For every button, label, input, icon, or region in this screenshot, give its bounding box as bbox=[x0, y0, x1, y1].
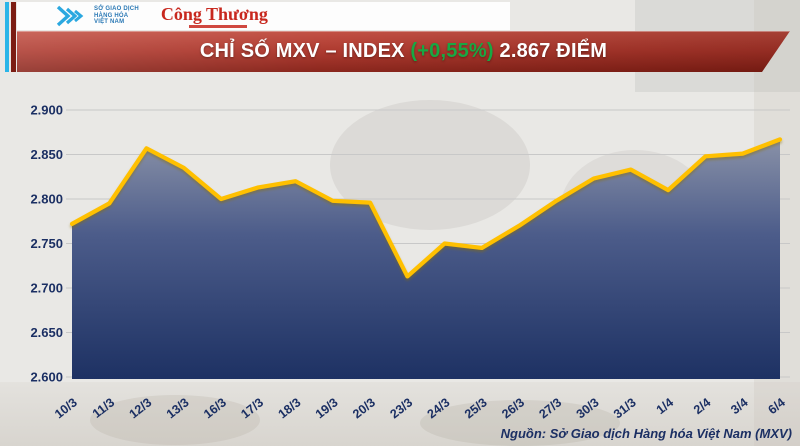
title-main: CHỈ SỐ MXV – INDEX bbox=[199, 40, 405, 62]
y-tick-label: 2.750 bbox=[30, 236, 63, 251]
x-tick-label: 6/4 bbox=[766, 395, 788, 417]
y-tick-label: 2.650 bbox=[30, 325, 63, 340]
mxv-chevrons-icon bbox=[56, 5, 84, 27]
mxv-logo: SỞ GIAO DỊCH HÀNG HÓA VIỆT NAM bbox=[55, 5, 139, 27]
x-tick-label: 12/3 bbox=[127, 395, 155, 421]
x-tick-label: 31/3 bbox=[611, 395, 639, 421]
x-tick-label: 19/3 bbox=[313, 395, 341, 421]
x-tick-label: 26/3 bbox=[499, 395, 527, 421]
x-tick-label: 24/3 bbox=[425, 395, 453, 421]
x-tick-label: 16/3 bbox=[201, 395, 229, 421]
x-tick-label: 20/3 bbox=[350, 395, 378, 421]
area-fill bbox=[72, 139, 780, 379]
x-tick-label: 10/3 bbox=[52, 395, 80, 421]
x-tick-label: 13/3 bbox=[164, 395, 192, 421]
left-accent-stripe-maroon bbox=[11, 2, 16, 72]
x-tick-label: 11/3 bbox=[90, 395, 117, 421]
x-tick-label: 3/4 bbox=[728, 395, 750, 417]
congthuong-logo: Công Thương bbox=[161, 5, 268, 28]
x-tick-label: 23/3 bbox=[387, 395, 415, 421]
page-title: CHỈ SỐ MXV – INDEX (+0,55%) 2.867 ĐIỂM bbox=[200, 40, 607, 63]
title-banner: CHỈ SỐ MXV – INDEX (+0,55%) 2.867 ĐIỂM bbox=[17, 31, 790, 72]
congthuong-tagline-bar bbox=[188, 24, 247, 28]
y-tick-label: 2.800 bbox=[30, 192, 63, 207]
index-line bbox=[69, 137, 783, 279]
mxv-logo-text: SỞ GIAO DỊCH HÀNG HÓA VIỆT NAM bbox=[94, 5, 139, 26]
logo-bar: SỞ GIAO DỊCH HÀNG HÓA VIỆT NAM Công Thươ… bbox=[17, 2, 510, 30]
x-tick-label: 17/3 bbox=[238, 395, 266, 421]
bottom-photo-texture bbox=[0, 382, 800, 446]
title-change-percent: (+0,55%) bbox=[410, 40, 494, 62]
x-tick-label: 1/4 bbox=[654, 395, 676, 417]
x-tick-label: 2/4 bbox=[691, 395, 713, 417]
y-tick-label: 2.700 bbox=[30, 281, 63, 296]
left-accent-stripe-cyan bbox=[5, 2, 9, 72]
congthuong-logo-text: Công Thương bbox=[160, 3, 268, 24]
source-note: Nguồn: Sở Giao dịch Hàng hóa Việt Nam (M… bbox=[500, 426, 792, 441]
x-tick-label: 30/3 bbox=[574, 395, 602, 421]
y-tick-label: 2.600 bbox=[30, 370, 63, 385]
x-tick-label: 25/3 bbox=[462, 395, 490, 421]
x-tick-label: 27/3 bbox=[536, 395, 564, 421]
y-tick-label: 2.900 bbox=[30, 103, 63, 118]
title-index-value: 2.867 ĐIỂM bbox=[499, 40, 608, 62]
y-tick-label: 2.850 bbox=[30, 147, 63, 162]
x-tick-label: 18/3 bbox=[276, 395, 304, 421]
